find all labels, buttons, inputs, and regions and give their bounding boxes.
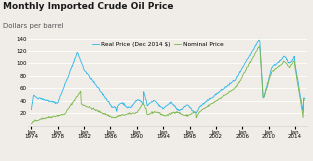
Text: Dollars per barrel: Dollars per barrel (3, 23, 64, 28)
Text: Monthly Imported Crude Oil Price: Monthly Imported Crude Oil Price (3, 2, 174, 11)
Real Price (Dec 2014 $) (297, 88, 301, 90)
Line: Real Price (Dec 2014 $): Real Price (Dec 2014 $) (32, 40, 305, 113)
Real Price (Dec 2014 $) (192, 111, 196, 113)
Nominal Price (297, 88, 300, 90)
Nominal Price (254, 52, 257, 53)
Nominal Price (257, 45, 261, 47)
Real Price (Dec 2014 $) (177, 109, 181, 111)
Real Price (Dec 2014 $) (159, 106, 163, 108)
Nominal Price (159, 113, 163, 115)
Legend: Real Price (Dec 2014 $), Nominal Price: Real Price (Dec 2014 $), Nominal Price (92, 42, 223, 47)
Nominal Price (177, 111, 181, 113)
Nominal Price (30, 123, 33, 124)
Nominal Price (161, 114, 165, 116)
Real Price (Dec 2014 $) (161, 108, 165, 110)
Real Price (Dec 2014 $) (254, 44, 258, 46)
Real Price (Dec 2014 $) (303, 97, 307, 99)
Real Price (Dec 2014 $) (30, 109, 33, 111)
Nominal Price (192, 111, 196, 113)
Real Price (Dec 2014 $) (257, 39, 261, 41)
Line: Nominal Price: Nominal Price (32, 46, 305, 123)
Real Price (Dec 2014 $) (194, 112, 198, 114)
Nominal Price (303, 99, 307, 101)
